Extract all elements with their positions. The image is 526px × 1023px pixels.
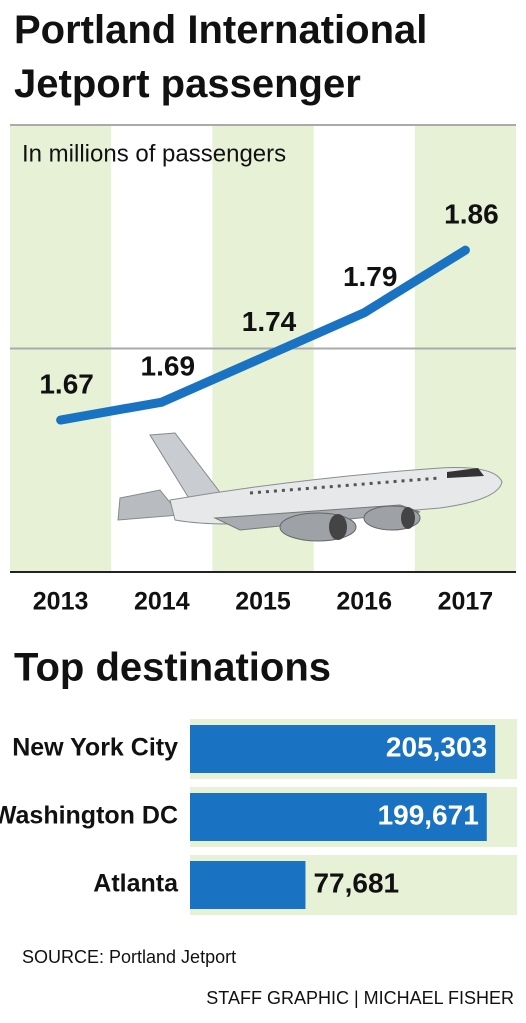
airplane [117, 432, 503, 542]
x-tick-label: 2014 [134, 588, 190, 616]
line-chart-background [10, 124, 516, 572]
line-chart: 2013 2014 2015 2016 2017 1.67 1.69 1.74 1.79 1.86 [10, 199, 516, 616]
engine-intake [401, 507, 415, 529]
data-label: 77,681 [313, 867, 399, 898]
bar [190, 793, 487, 841]
credit: STAFF GRAPHIC | MICHAEL FISHER [206, 988, 514, 1008]
data-label: 1.67 [39, 368, 94, 399]
x-tick-label: 2013 [33, 588, 89, 616]
tail-wing [117, 489, 181, 521]
engine-intake [329, 514, 347, 540]
title-line: Portland International Jetport passenger [14, 8, 427, 106]
data-label: 1.79 [343, 261, 398, 292]
x-tick-label: 2016 [336, 588, 392, 616]
subtitle: In millions of passengers [22, 140, 286, 167]
data-label: 1.74 [242, 306, 297, 337]
category-label: Atlanta [93, 870, 179, 898]
cockpit [447, 468, 484, 478]
tail-fin [149, 432, 223, 501]
data-label: 199,671 [378, 799, 479, 830]
category-label: Washington DC [0, 802, 178, 830]
data-label: 1.86 [444, 199, 499, 230]
bar-chart: New York City 205,303 Washington DC 199,671… [0, 719, 517, 915]
x-tick-label: 2017 [438, 588, 494, 616]
data-label: 205,303 [386, 731, 487, 762]
bar-chart-title: Top destinations [14, 646, 331, 690]
x-tick-label: 2015 [235, 588, 291, 616]
source: SOURCE: Portland Jetport [22, 947, 236, 967]
line [56, 245, 470, 425]
category-label: New York City [12, 734, 178, 762]
bar [190, 861, 306, 909]
bar [190, 725, 496, 773]
data-label: 1.69 [141, 351, 196, 382]
